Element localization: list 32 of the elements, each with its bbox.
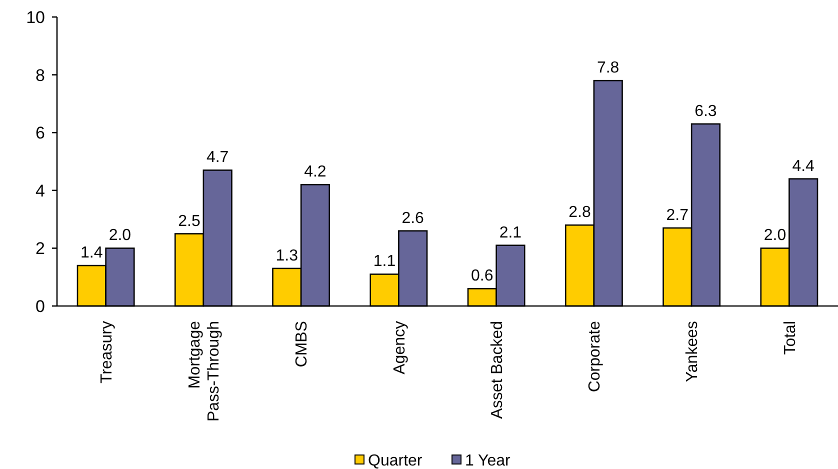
x-tick-label: Treasury [98,321,116,384]
data-label: 1.3 [276,247,298,264]
x-tick-label: Asset Backed [488,321,506,419]
data-label: 2.1 [499,224,522,242]
x-tick-label: Yankees [684,321,702,382]
data-label: 7.8 [596,60,620,77]
y-tick-label: 2 [36,239,45,258]
data-label: 1.1 [373,253,396,270]
data-label: 4.7 [206,149,229,166]
data-label: 0.6 [471,268,494,285]
data-label: 4.4 [792,158,815,175]
x-tick-label: Agency [391,321,408,374]
data-label: 1.4 [80,244,103,262]
data-label: 2.7 [666,206,689,224]
y-tick-label: 10 [26,8,45,27]
data-label: 2.0 [108,227,132,244]
data-label: 2.5 [178,212,200,230]
x-tick-label: Mortgage Pass-Through [186,320,223,422]
y-tick-label: 4 [36,181,45,200]
data-label: 6.3 [694,102,717,120]
data-label: 2.8 [568,204,591,222]
y-tick-label: 8 [36,66,45,85]
x-tick-label: Corporate [586,320,604,392]
x-tick-label: Total [782,321,799,355]
data-label: 2.6 [402,210,424,227]
x-tick-label: CMBS [294,321,311,368]
data-label: 2.0 [764,227,786,244]
y-tick-label: 6 [36,124,45,143]
data-label: 4.2 [304,164,326,181]
legend-label: 1 Year [465,452,512,469]
legend-label: Quarter [368,452,423,469]
y-tick-label: 0 [36,296,45,316]
